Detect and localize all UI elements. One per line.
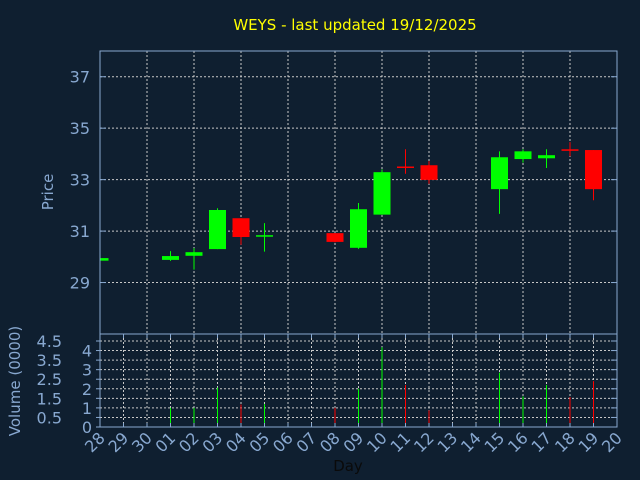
candle-body (350, 209, 367, 248)
candle-body (373, 172, 391, 215)
volume-bars (170, 347, 594, 427)
volume-tick-label: 4 (82, 342, 92, 361)
price-grid (100, 51, 617, 334)
candle-body (538, 155, 555, 159)
volume-tick-label: 2.5 (37, 370, 62, 389)
candle-body (491, 157, 508, 190)
candle-body (162, 256, 179, 260)
candle-body (397, 166, 414, 169)
price-tick-label: 29 (70, 274, 90, 293)
volume-tick-label: 1.5 (37, 389, 62, 408)
candle-body (420, 165, 438, 180)
volume-tick-label: 0.5 (37, 408, 62, 427)
x-tick-label: 20 (598, 428, 626, 456)
price-tick-label: 31 (70, 222, 90, 241)
candle-body (585, 150, 602, 190)
volume-tick-label: 3 (82, 361, 92, 380)
candle-body (514, 151, 532, 160)
price-plot-frame (99, 50, 618, 335)
volume-plot-frame (99, 333, 618, 428)
volume-tick-label: 2 (82, 380, 92, 399)
candle-body (256, 235, 273, 237)
candle-body (185, 252, 203, 256)
volume-tick-label: 0 (82, 418, 92, 437)
candles (99, 142, 602, 270)
volume-axis-label: Volume (0000) (6, 326, 24, 436)
chart-title: WEYS - last updated 19/12/2025 (233, 16, 476, 34)
candle-body (100, 258, 109, 261)
axes (96, 50, 618, 428)
volume-tick-label: 4.5 (37, 332, 62, 351)
price-axis-label: Price (39, 174, 57, 211)
candle-body (232, 218, 250, 238)
candle-body (209, 209, 226, 250)
price-tick-label: 33 (70, 171, 90, 190)
price-tick-label: 35 (70, 119, 90, 138)
candle-body (326, 233, 344, 242)
volume-tick-label: 1 (82, 399, 92, 418)
price-tick-label: 37 (70, 68, 90, 87)
volume-tick-label: 3.5 (37, 351, 62, 370)
x-axis-label: Day (333, 457, 363, 475)
candle-body (561, 149, 579, 151)
